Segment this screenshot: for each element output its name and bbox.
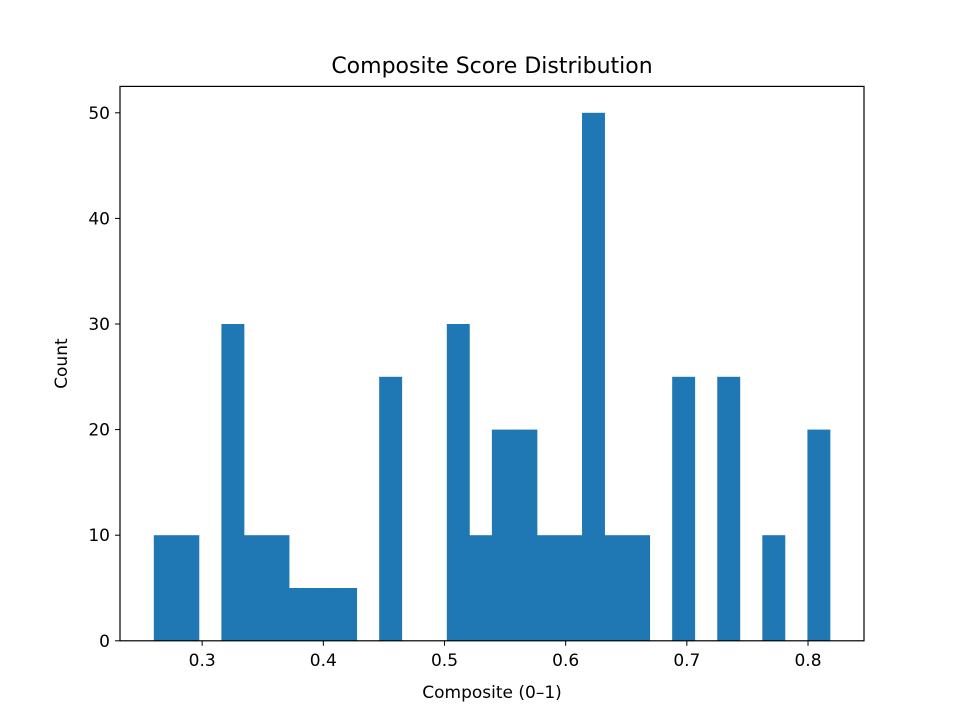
histogram-bar-17 — [536, 535, 560, 641]
y-axis: 0 10 20 30 40 50 — [88, 104, 120, 652]
histogram-bar-14 — [469, 535, 493, 641]
histogram-bar-8 — [334, 588, 358, 641]
y-tick-label: 30 — [88, 315, 110, 335]
histogram-bar-20 — [604, 535, 628, 641]
histogram-bar-0 — [153, 535, 177, 641]
histogram-bar-13 — [446, 324, 470, 641]
y-tick-label: 40 — [88, 209, 110, 229]
x-tick-label: 0.8 — [794, 651, 821, 671]
histogram-bar-6 — [289, 588, 312, 641]
histogram-bar-15 — [491, 429, 515, 641]
histogram-bar-23 — [672, 376, 696, 641]
histogram-bar-29 — [807, 429, 831, 641]
histogram-bar-5 — [266, 535, 290, 641]
y-tick-label: 0 — [99, 632, 110, 652]
y-axis-label: Count — [52, 338, 72, 389]
histogram-bar-7 — [311, 588, 335, 641]
y-tick-label: 10 — [88, 526, 110, 546]
x-axis-label: Composite (0–1) — [422, 683, 562, 703]
plot-frame — [119, 85, 865, 642]
histogram-bar-10 — [379, 376, 403, 641]
chart-title: Composite Score Distribution — [331, 54, 652, 79]
x-tick-label: 0.4 — [310, 651, 337, 671]
x-tick-label: 0.6 — [552, 651, 579, 671]
histogram-bar-27 — [762, 535, 786, 641]
histogram-bar-19 — [582, 112, 605, 641]
histogram-bar-1 — [176, 535, 200, 641]
y-tick-label: 20 — [88, 421, 110, 441]
histogram-bar-21 — [627, 535, 651, 641]
histogram-bar-16 — [514, 429, 538, 641]
histogram-bar-3 — [221, 324, 245, 641]
histogram-bar-18 — [559, 535, 583, 641]
x-tick-label: 0.3 — [189, 651, 216, 671]
bars-group — [153, 112, 831, 641]
histogram-bar-4 — [243, 535, 267, 641]
x-tick-label: 0.5 — [431, 651, 458, 671]
x-tick-label: 0.7 — [673, 651, 700, 671]
y-tick-label: 50 — [88, 104, 110, 124]
histogram-bar-25 — [717, 376, 741, 641]
x-axis: 0.3 0.4 0.5 0.6 0.7 0.8 — [189, 640, 822, 671]
